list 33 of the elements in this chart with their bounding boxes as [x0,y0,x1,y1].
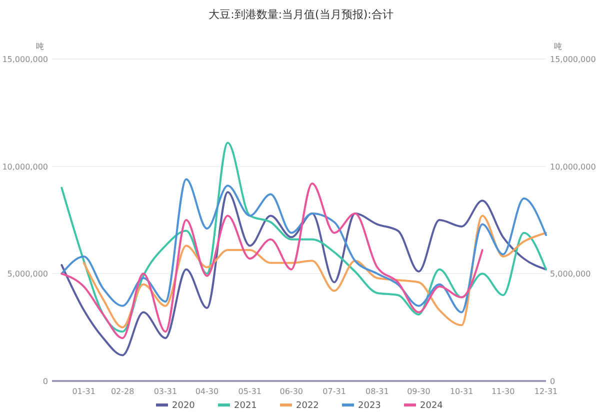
y2-axis-title: 吨 [554,42,562,51]
y-tick-label: 15,000,000 [2,55,48,64]
line-series [60,142,547,333]
y2-tick-label: 10,000,000 [550,162,596,172]
y2-tick-label: 5,000,000 [550,270,591,279]
x-tick-label: 06-30 [280,387,304,396]
x-tick-label: 12-31 [534,387,558,396]
x-tick-label: 04-30 [195,387,219,396]
line-series [82,214,547,328]
x-tick-label: 05-31 [238,387,262,396]
y2-tick-label: 15,000,000 [550,55,596,64]
legend-label: 2024 [420,401,444,411]
x-tick-label: 03-31 [154,387,178,396]
x-tick-label: 07-31 [322,387,346,396]
y-tick-label: 0 [42,377,48,386]
x-tick-label: 01-31 [72,387,96,396]
y-axis-title: 吨 [36,42,44,51]
y-tick-label: 10,000,000 [2,162,48,172]
legend-label: 2022 [296,401,319,411]
legend-label: 2021 [234,401,257,411]
legend-label: 2023 [358,401,381,411]
y-tick-label: 5,000,000 [7,270,48,279]
chart-title: 大豆:到港数量:当月值(当月预报):合计 [208,8,394,21]
line-series [60,178,547,314]
legend-label: 2020 [172,401,196,411]
x-tick-label: 09-30 [407,387,430,396]
x-tick-label: 10-31 [450,387,474,396]
y2-tick-label: 0 [550,377,556,386]
x-tick-label: 08-31 [366,387,389,396]
x-tick-label: 11-30 [491,387,515,396]
line-series [60,191,547,356]
x-tick-label: 02-28 [110,387,134,396]
line-series [60,182,484,340]
